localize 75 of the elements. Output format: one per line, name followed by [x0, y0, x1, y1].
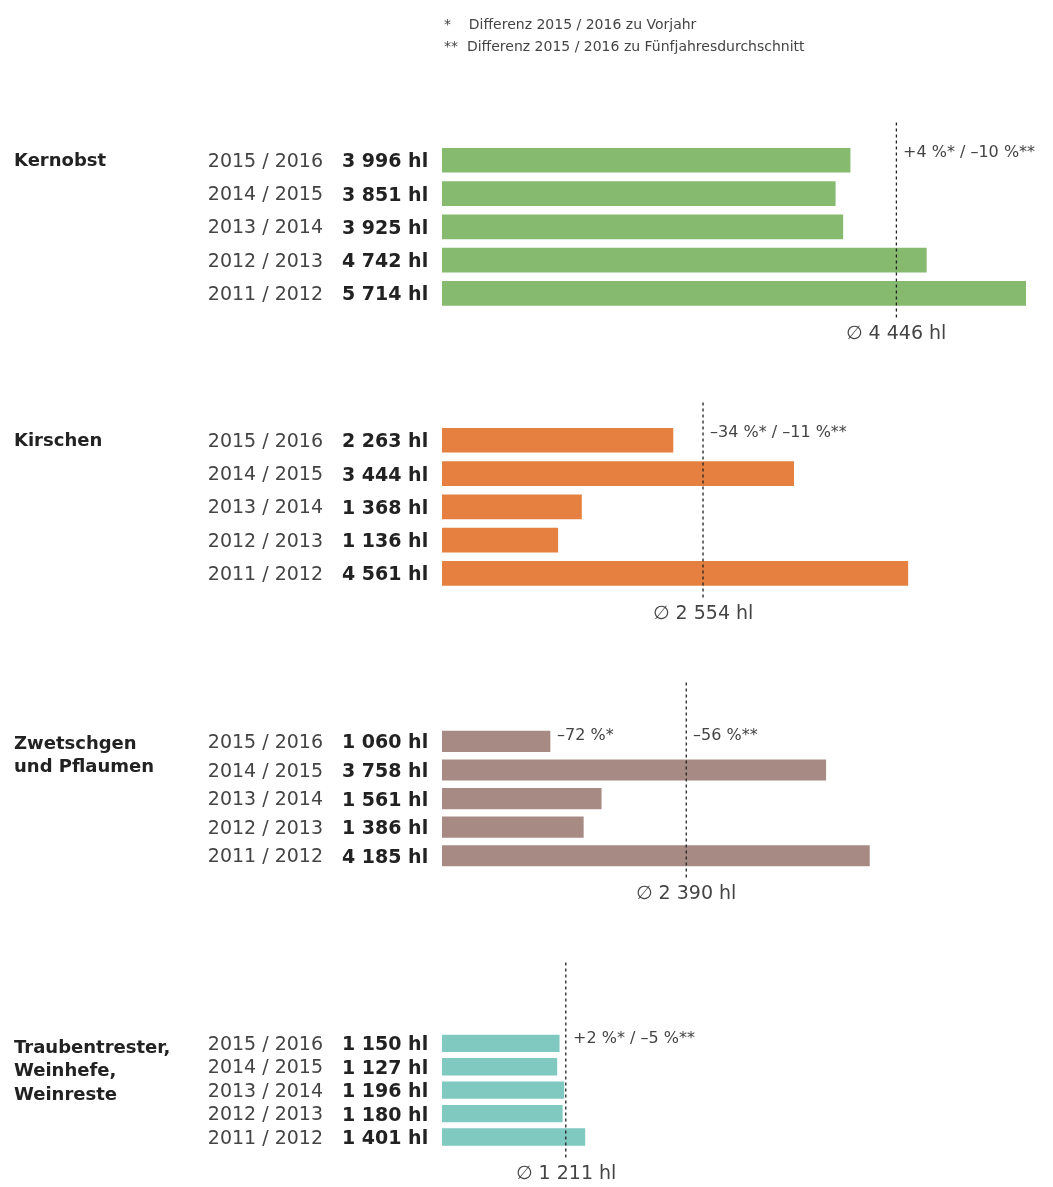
bar [442, 1128, 586, 1146]
text: Traubentrester, Weinhefe, Weinreste [14, 1036, 171, 1104]
y-tick-label: 2011 / 2012 [207, 844, 323, 867]
y-tick-label: 2012 / 2013 [207, 528, 323, 551]
data-label: 3 444 hl [342, 463, 429, 485]
y-tick-label: 2014 / 2015 [207, 462, 323, 485]
data-label: 4 185 hl [342, 845, 429, 867]
bar [442, 788, 602, 810]
ref-line-label: ∅ 4 446 hl [846, 321, 947, 343]
y-tick-label: 2012 / 2013 [207, 248, 323, 271]
annotation: –72 %* [557, 725, 614, 744]
bar [442, 845, 870, 867]
text: Kernobst [14, 149, 107, 170]
bar [442, 247, 927, 273]
data-label: 4 742 hl [342, 249, 429, 271]
y-tick-label: 2014 / 2015 [207, 758, 323, 781]
data-label: 3 925 hl [342, 216, 429, 238]
data-label: 3 851 hl [342, 183, 429, 205]
y-tick-label: 2013 / 2014 [207, 787, 323, 810]
data-label: 1 136 hl [342, 529, 429, 551]
text: Kirschen [14, 429, 103, 450]
annotation: –34 %* / –11 %** [710, 422, 847, 441]
data-label: 1 368 hl [342, 496, 429, 518]
y-tick-label: 2012 / 2013 [207, 1102, 323, 1125]
annotation: –56 %** [693, 725, 758, 744]
bar [442, 816, 584, 838]
y-tick-label: 2011 / 2012 [207, 282, 323, 305]
bar [442, 730, 551, 752]
bar [442, 181, 836, 206]
y-tick-label: 2015 / 2016 [207, 1032, 323, 1055]
data-label: 2 263 hl [342, 429, 429, 451]
bar [442, 428, 674, 453]
y-tick-label: 2015 / 2016 [207, 730, 323, 753]
bar [442, 494, 582, 520]
annotation: +2 %* / –5 %** [573, 1028, 695, 1047]
y-tick-label: 2015 / 2016 [207, 148, 323, 171]
data-label: 1 386 hl [342, 816, 429, 838]
bar [442, 759, 827, 781]
bar [442, 1034, 560, 1053]
ref-line-label: ∅ 2 390 hl [636, 881, 737, 903]
data-label: 5 714 hl [342, 282, 429, 304]
data-label: 1 060 hl [342, 730, 429, 752]
y-tick-label: 2011 / 2012 [207, 1125, 323, 1148]
bar [442, 461, 794, 486]
text: * Differenz 2015 / 2016 zu Vorjahr [444, 16, 697, 32]
bar [442, 214, 844, 240]
ref-line-label: ∅ 2 554 hl [653, 601, 754, 623]
data-label: 3 758 hl [342, 759, 429, 781]
y-tick-label: 2014 / 2015 [207, 1055, 323, 1078]
data-label: 3 996 hl [342, 149, 429, 171]
y-tick-label: 2011 / 2012 [207, 562, 323, 585]
data-label: 4 561 hl [342, 562, 429, 584]
data-label: 1 401 hl [342, 1126, 429, 1148]
bar [442, 1081, 565, 1099]
annotation: +4 %* / –10 %** [903, 142, 1036, 161]
data-label: 1 180 hl [342, 1103, 429, 1125]
ref-line-label: ∅ 1 211 hl [516, 1161, 617, 1183]
data-label: 1 150 hl [342, 1032, 429, 1054]
y-tick-label: 2013 / 2014 [207, 215, 323, 238]
text: Zwetschgen und Pflaumen [14, 732, 155, 777]
bar [442, 148, 851, 173]
y-tick-label: 2013 / 2014 [207, 1078, 323, 1101]
y-tick-label: 2013 / 2014 [207, 495, 323, 518]
bar [442, 1104, 563, 1123]
bar [442, 527, 559, 553]
text: ** Differenz 2015 / 2016 zu Fünfjahresdurchschnitt [444, 38, 806, 54]
bar [442, 561, 909, 586]
y-tick-label: 2012 / 2013 [207, 815, 323, 838]
data-label: 1 561 hl [342, 788, 429, 810]
data-label: 1 127 hl [342, 1056, 429, 1078]
data-label: 1 196 hl [342, 1079, 429, 1101]
bar [442, 281, 1026, 306]
bar [442, 1058, 558, 1076]
y-tick-label: 2014 / 2015 [207, 182, 323, 205]
y-tick-label: 2015 / 2016 [207, 428, 323, 451]
